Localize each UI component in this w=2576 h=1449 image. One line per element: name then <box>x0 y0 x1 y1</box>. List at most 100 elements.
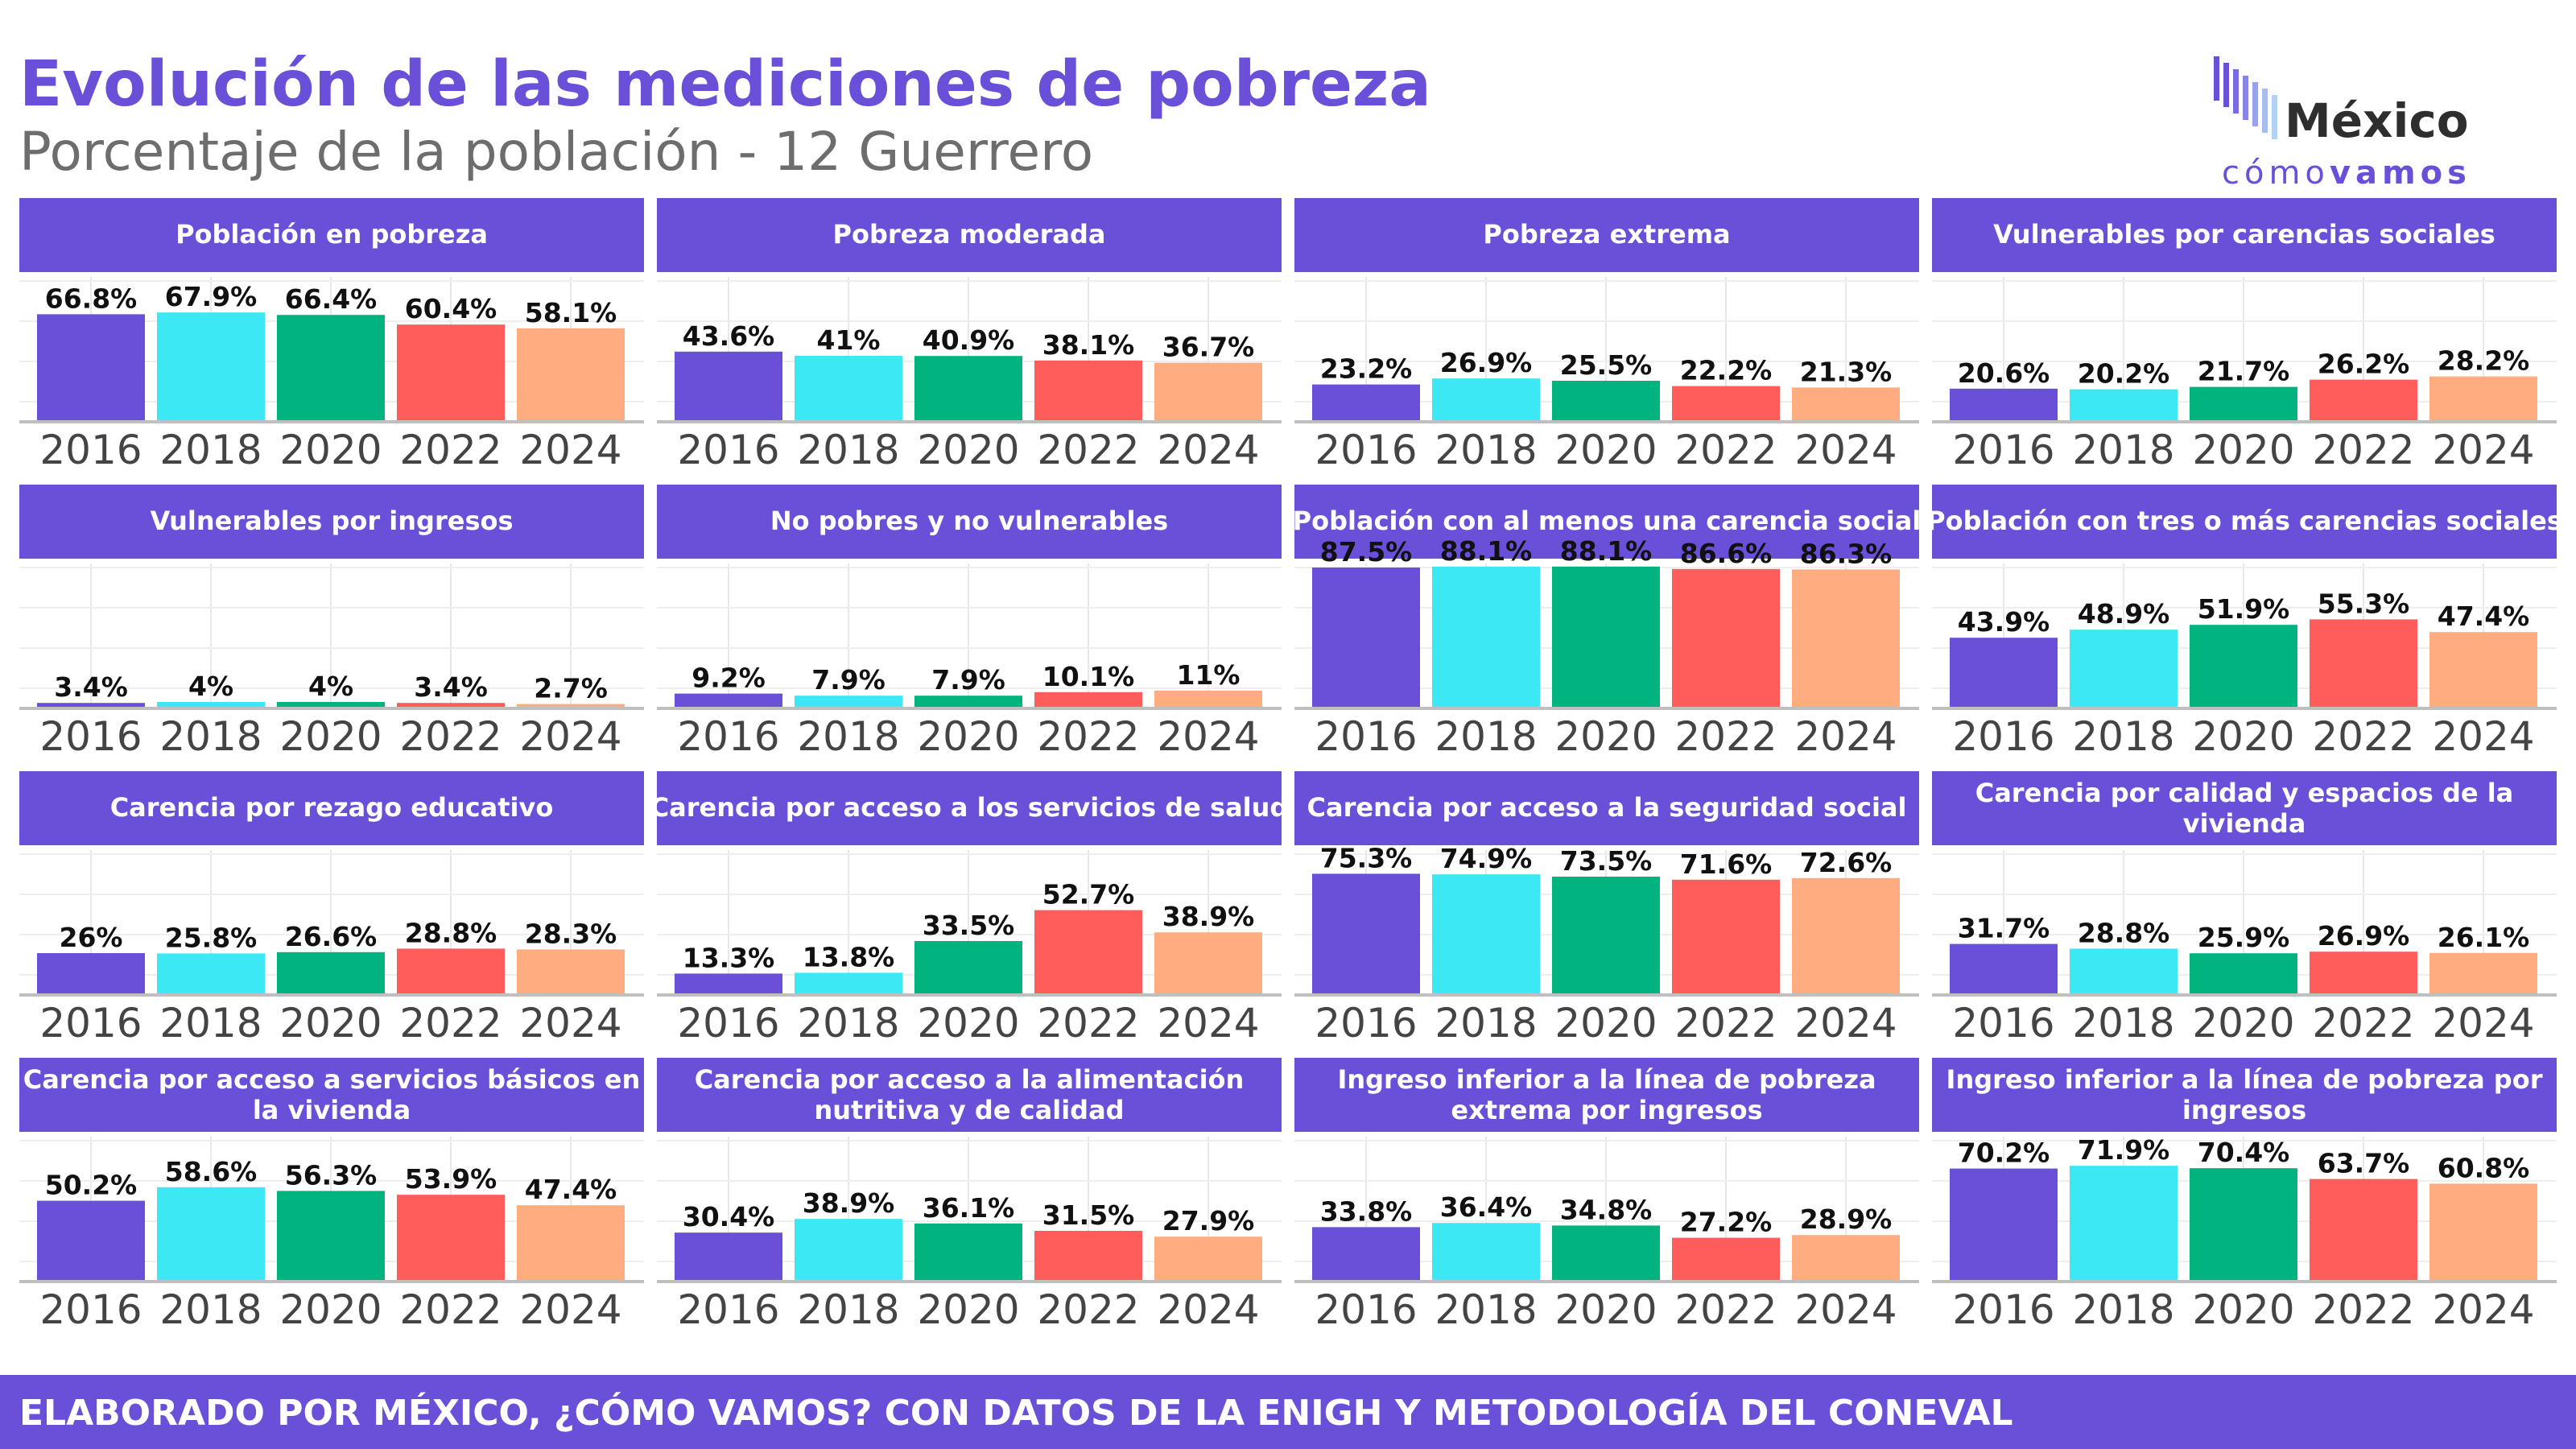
panel-title: Ingreso inferior a la línea de pobreza p… <box>1946 1064 2543 1125</box>
chart-panel: Vulnerables por carencias sociales 20.6% 2… <box>1932 198 2557 472</box>
panel-header <box>657 1058 1282 1132</box>
bar <box>37 1200 145 1282</box>
bar <box>1552 877 1660 995</box>
bar <box>277 315 385 422</box>
x-tick-label: 2016 <box>1952 1000 2054 1045</box>
bar <box>675 973 782 995</box>
bar <box>1432 874 1540 995</box>
bar <box>2429 632 2537 708</box>
bar <box>795 356 902 422</box>
bar-value-label: 55.3% <box>2318 588 2410 619</box>
bar-value-label: 47.4% <box>525 1174 617 1205</box>
x-tick-label: 2020 <box>917 427 1019 472</box>
panel-header <box>657 485 1282 559</box>
x-tick-label: 2016 <box>1315 1000 1417 1045</box>
bar <box>397 703 505 708</box>
bar-value-label: 88.1% <box>1560 535 1653 567</box>
bar-value-label: 66.8% <box>45 283 138 314</box>
bar <box>157 312 265 422</box>
x-tick-label: 2024 <box>519 1286 621 1331</box>
bar <box>795 696 902 708</box>
panel-title: Población en pobreza <box>175 219 488 250</box>
page-title: Evolución de las mediciones de pobreza <box>19 48 1431 121</box>
bar-value-label: 2.7% <box>534 673 608 704</box>
bar-value-label: 7.9% <box>811 664 886 696</box>
x-tick-label: 2018 <box>797 713 899 758</box>
x-tick-label: 2020 <box>2192 1000 2294 1045</box>
panel-header <box>1294 485 1919 559</box>
x-tick-label: 2022 <box>1674 1286 1777 1331</box>
bar-value-label: 4% <box>188 671 233 702</box>
bar <box>397 948 505 995</box>
bar <box>1672 1237 1780 1282</box>
bar-value-label: 22.2% <box>1680 355 1773 386</box>
bar <box>914 696 1022 708</box>
x-tick-label: 2022 <box>1037 1000 1139 1045</box>
x-tick-label: 2020 <box>2192 427 2294 472</box>
panel-title: Vulnerables por ingresos <box>150 506 513 536</box>
x-tick-label: 2020 <box>2192 1286 2294 1331</box>
x-tick-label: 2018 <box>797 1286 899 1331</box>
x-tick-label: 2020 <box>1554 1286 1657 1331</box>
bar <box>1154 691 1262 708</box>
bar-value-label: 26.6% <box>285 921 378 952</box>
logo-line1: México <box>2285 93 2469 148</box>
x-tick-label: 2024 <box>1157 427 1259 472</box>
bar-value-label: 48.9% <box>2078 598 2170 630</box>
chart-panel: Pobreza extrema 23.2% 2016 26.9% 2018 25.5% 20… <box>1294 198 1919 472</box>
bar-value-label: 70.4% <box>2198 1137 2290 1168</box>
bar <box>1792 1235 1900 1282</box>
footer: ELABORADO POR MÉXICO, ¿CÓMO VAMOS? CON D… <box>0 1375 2576 1449</box>
panel-header <box>657 198 1282 272</box>
bar <box>157 702 265 708</box>
panel-header <box>1932 198 2557 272</box>
bar <box>2190 1168 2297 1282</box>
bar <box>914 1223 1022 1282</box>
bar <box>1552 381 1660 422</box>
bar <box>1792 387 1900 422</box>
chart-panel: Carencia por acceso a la seguridad socia… <box>1294 771 1919 1045</box>
x-tick-label: 2024 <box>2432 713 2534 758</box>
x-tick-label: 2018 <box>2072 1286 2174 1331</box>
x-tick-label: 2016 <box>677 713 779 758</box>
x-tick-label: 2018 <box>1435 1286 1537 1331</box>
bar <box>1432 378 1540 422</box>
x-tick-label: 2024 <box>1794 427 1897 472</box>
panel-title: Carencia por acceso a la seguridad socia… <box>1307 792 1907 823</box>
bar-value-label: 63.7% <box>2318 1148 2410 1179</box>
panel-title: Carencia por acceso a los servicios de s… <box>657 792 1282 823</box>
bar-value-label: 36.7% <box>1162 332 1255 363</box>
bar-value-label: 41% <box>817 324 881 356</box>
bar <box>1034 910 1142 995</box>
x-tick-label: 2018 <box>1435 713 1537 758</box>
chart-panel: Carencia por calidad y espacios de la viv… <box>1932 771 2557 1045</box>
bar <box>2429 376 2537 422</box>
bar-value-label: 13.8% <box>803 941 895 972</box>
bar-value-label: 60.4% <box>405 293 497 324</box>
bar <box>675 1232 782 1282</box>
panel-header <box>657 771 1282 845</box>
x-tick-label: 2022 <box>399 1286 502 1331</box>
panel-title: Ingreso inferior a la línea de pobreza ex… <box>1337 1064 1876 1125</box>
bar <box>2310 619 2417 708</box>
bar <box>795 1219 902 1282</box>
bar-value-label: 4% <box>308 671 353 702</box>
gridlines <box>1294 1137 1919 1282</box>
x-tick-label: 2022 <box>2312 1000 2414 1045</box>
x-tick-label: 2024 <box>2432 1000 2534 1045</box>
bar-value-label: 9.2% <box>691 663 766 694</box>
panel-header <box>19 1058 644 1132</box>
bar <box>1792 569 1900 708</box>
x-tick-label: 2018 <box>2072 1000 2174 1045</box>
bar <box>1034 360 1142 422</box>
x-tick-label: 2018 <box>1435 427 1537 472</box>
x-tick-label: 2018 <box>797 427 899 472</box>
svg-text:cómovamos: cómovamos <box>2222 155 2471 192</box>
x-tick-label: 2016 <box>1315 713 1417 758</box>
bar <box>795 972 902 995</box>
chart-panel: No pobres y no vulnerables 9.2% 2016 7.9% 20… <box>657 485 1282 758</box>
bar <box>2070 1166 2178 1282</box>
bar <box>277 1191 385 1282</box>
chart-panel: Población con tres o más carencias socia… <box>1932 485 2557 758</box>
x-tick-label: 2016 <box>39 427 142 472</box>
